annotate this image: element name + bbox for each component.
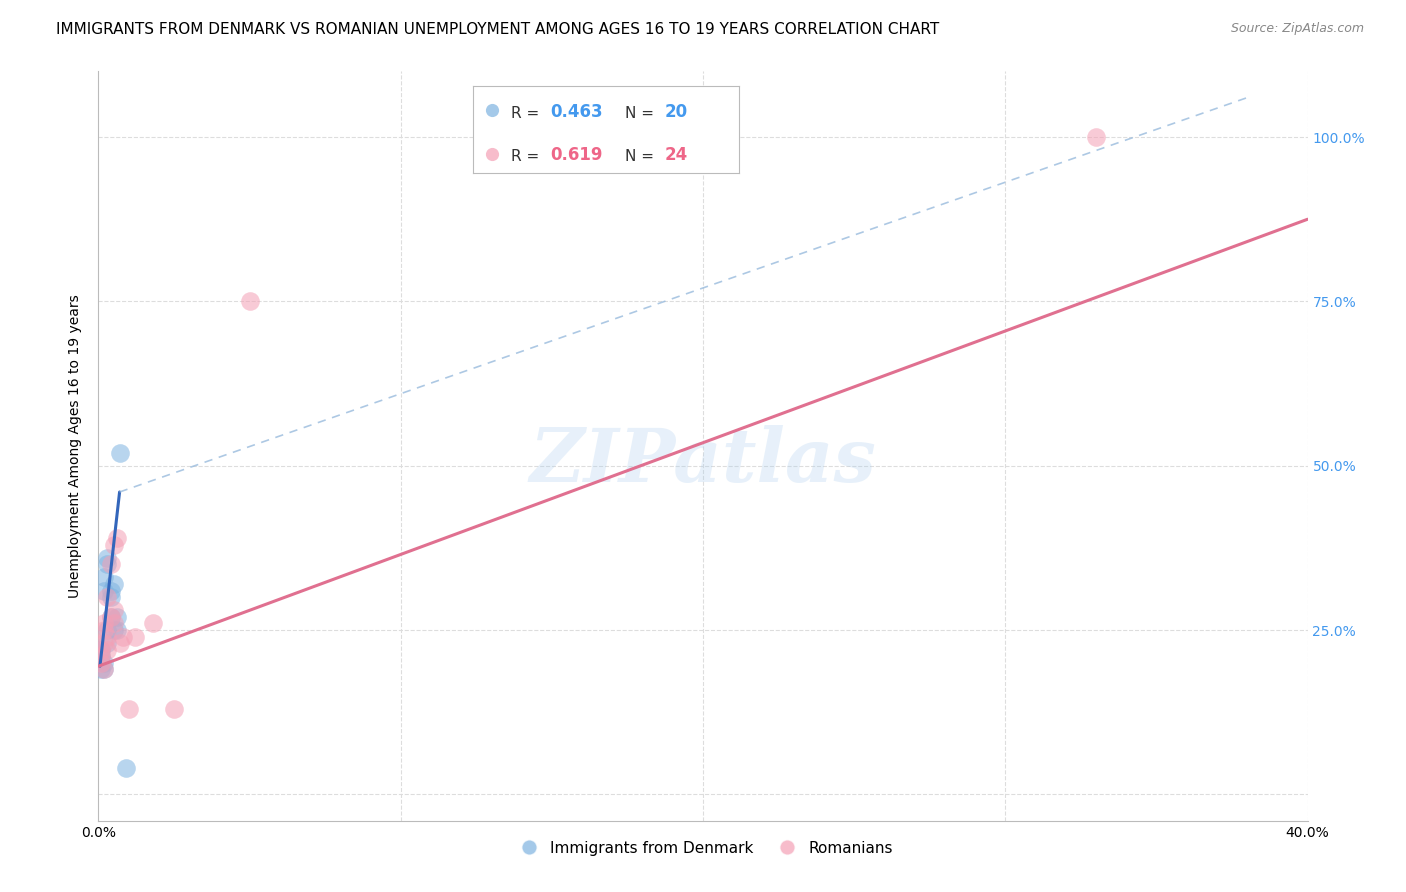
Point — [96, 623, 118, 637]
Point — [93, 663, 115, 677]
Point — [100, 590, 122, 604]
Point — [96, 590, 118, 604]
Point — [93, 623, 115, 637]
Point — [114, 761, 136, 775]
Point — [118, 702, 141, 716]
Point — [124, 630, 146, 644]
Point — [93, 570, 115, 584]
Point — [111, 630, 134, 644]
Point — [105, 623, 128, 637]
Point — [142, 616, 165, 631]
Legend: Immigrants from Denmark, Romanians: Immigrants from Denmark, Romanians — [508, 835, 898, 862]
Point — [96, 642, 118, 657]
Point — [1085, 130, 1108, 145]
Point — [93, 656, 115, 670]
Point — [103, 616, 125, 631]
Point — [100, 558, 122, 572]
Point — [93, 583, 115, 598]
Point — [103, 577, 125, 591]
Point — [103, 623, 125, 637]
Point — [108, 445, 131, 459]
Point — [105, 531, 128, 545]
Point — [239, 294, 262, 309]
Point — [90, 656, 112, 670]
Y-axis label: Unemployment Among Ages 16 to 19 years: Unemployment Among Ages 16 to 19 years — [69, 294, 83, 598]
Point — [163, 702, 186, 716]
Point — [100, 610, 122, 624]
Point — [100, 610, 122, 624]
Point — [100, 583, 122, 598]
Point — [105, 610, 128, 624]
Point — [108, 636, 131, 650]
Point — [90, 663, 112, 677]
Text: Source: ZipAtlas.com: Source: ZipAtlas.com — [1230, 22, 1364, 36]
Point — [90, 649, 112, 664]
Text: ZIPatlas: ZIPatlas — [530, 425, 876, 497]
Point — [90, 649, 112, 664]
Point — [96, 558, 118, 572]
Point — [103, 538, 125, 552]
Point — [96, 636, 118, 650]
Point — [96, 630, 118, 644]
Point — [93, 636, 115, 650]
Text: IMMIGRANTS FROM DENMARK VS ROMANIAN UNEMPLOYMENT AMONG AGES 16 TO 19 YEARS CORRE: IMMIGRANTS FROM DENMARK VS ROMANIAN UNEM… — [56, 22, 939, 37]
Point — [90, 642, 112, 657]
Point — [93, 663, 115, 677]
Point — [103, 603, 125, 617]
Point — [93, 616, 115, 631]
Point — [90, 642, 112, 657]
Point — [96, 550, 118, 565]
